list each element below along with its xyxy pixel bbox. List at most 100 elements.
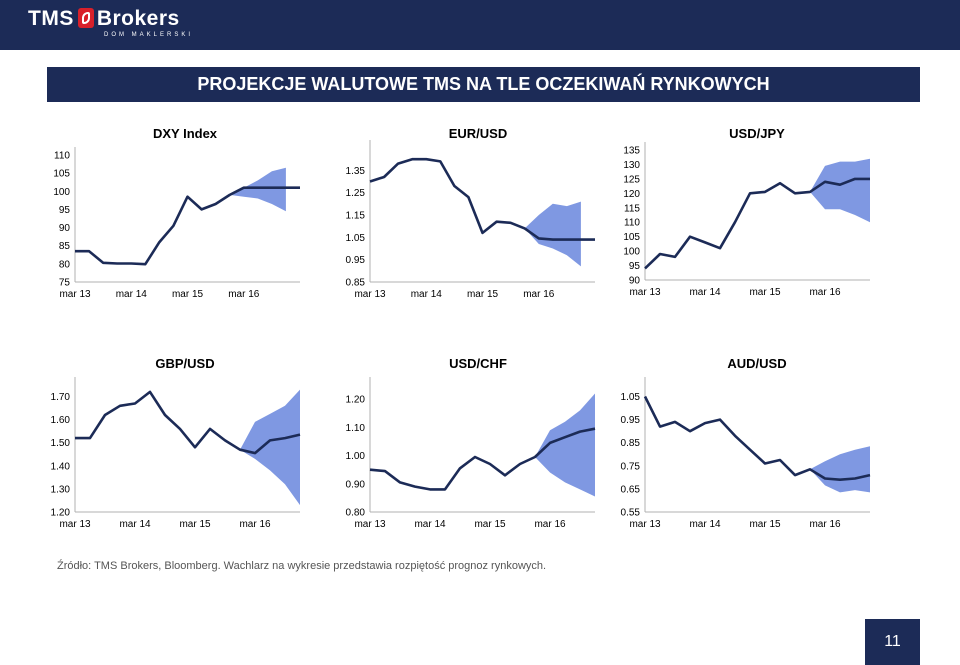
y-tick-label: 1.25 [346,188,366,199]
y-tick-label: 95 [59,205,71,216]
forecast-band [810,446,870,493]
page-number: 11 [865,619,920,665]
chart-6: AUD/USD 0.55 0.65 0.75 0.85 0.95 1.05 mar 13 mar… [621,356,871,530]
y-tick-label: 0.85 [346,278,366,289]
series-line [643,395,871,482]
chart-title: USD/CHF [449,356,507,371]
chart-4: GBP/USD 1.20 1.30 1.40 1.50 1.60 1.70 mar 13 mar… [51,356,301,530]
y-tick-label: 85 [59,241,71,252]
forecast-band [240,389,300,506]
x-tick-label: mar 13 [354,289,386,300]
y-tick-label: 105 [623,232,640,243]
y-tick-label: 1.00 [346,451,366,462]
y-tick-label: 75 [59,278,71,289]
y-tick-label: 0.95 [346,255,366,266]
x-tick-label: mar 16 [534,519,566,530]
y-tick-label: 1.15 [346,211,366,222]
x-tick-label: mar 13 [629,519,661,530]
source-footnote: Źródło: TMS Brokers, Bloomberg. Wachlarz… [57,560,547,572]
y-tick-label: 1.10 [346,423,366,434]
x-tick-label: mar 16 [809,287,841,298]
x-tick-label: mar 15 [179,519,211,530]
x-tick-label: mar 16 [239,519,271,530]
y-tick-label: 90 [629,276,641,287]
y-tick-label: 0.55 [621,508,641,519]
series-line [369,427,596,491]
x-tick-label: mar 16 [523,289,555,300]
y-tick-label: 1.70 [51,392,71,403]
y-tick-label: 0.90 [346,479,366,490]
x-tick-label: mar 14 [119,519,151,530]
tms-brokers-logo: TMS Brokers DOM MAKLERSKI [28,6,198,44]
chart-3: USD/JPY 90 95 100 105 110 115 120 125 130 135 mar 1… [623,126,870,298]
x-tick-label: mar 15 [749,519,781,530]
x-tick-label: mar 15 [749,287,781,298]
y-tick-label: 1.50 [51,438,71,449]
y-tick-label: 1.60 [51,415,71,426]
x-tick-label: mar 13 [59,519,91,530]
y-tick-label: 0.65 [621,484,641,495]
y-tick-label: 0.85 [621,438,641,449]
logo-text-brokers: Brokers [96,7,180,30]
x-tick-label: mar 13 [59,289,91,300]
y-tick-label: 110 [54,151,70,162]
y-tick-label: 115 [624,203,640,214]
logo-wordmark: TMS Brokers [28,6,180,32]
y-tick-label: 120 [623,189,640,200]
series-line [75,186,300,266]
x-tick-label: mar 14 [411,289,443,300]
y-tick-label: 1.05 [346,233,366,244]
x-tick-label: mar 16 [228,289,260,300]
x-tick-label: mar 16 [809,519,841,530]
y-tick-label: 110 [624,218,640,229]
x-tick-label: mar 14 [689,519,721,530]
page-title: PROJEKCJE WALUTOWE TMS NA TLE OCZEKIWAŃ … [47,67,920,102]
chart-5: USD/CHF 0.80 0.90 1.00 1.10 1.20 mar 13 mar 14 m… [346,356,596,530]
y-tick-label: 0.95 [621,415,641,426]
forecast-band [810,158,870,223]
series-line [644,177,870,270]
x-tick-label: mar 14 [689,287,721,298]
series-line [369,157,595,241]
x-tick-label: mar 14 [414,519,446,530]
forecast-band [524,201,581,267]
x-tick-label: mar 14 [116,289,148,300]
x-tick-label: mar 15 [172,289,204,300]
y-tick-label: 90 [59,223,71,234]
y-tick-label: 1.40 [51,461,71,472]
chart-title: EUR/USD [449,126,508,141]
logo-s-icon [77,8,94,28]
y-tick-label: 105 [53,169,70,180]
forecast-band [229,167,286,212]
y-tick-label: 1.30 [51,484,71,495]
chart-title: USD/JPY [729,126,785,141]
logo-text-tms: TMS [28,7,74,30]
chart-2: EUR/USD 0.85 0.95 1.05 1.15 1.25 1.35 mar 13 mar… [346,126,595,300]
forecast-band [535,393,595,497]
chart-1: DXY Index 75 80 85 90 95 100 105 110 mar 13 mar 14… [53,126,300,300]
series-line [75,390,301,455]
x-tick-label: mar 15 [467,289,499,300]
header-bar: TMS Brokers DOM MAKLERSKI [0,0,960,50]
x-tick-label: mar 15 [474,519,506,530]
y-tick-label: 100 [53,187,70,198]
y-tick-label: 80 [59,259,71,270]
y-tick-label: 135 [623,146,640,157]
chart-title: DXY Index [153,126,218,141]
y-tick-label: 0.80 [346,508,366,519]
y-tick-label: 1.20 [346,395,366,406]
y-tick-label: 1.35 [346,166,366,177]
chart-title: AUD/USD [727,356,786,371]
y-tick-label: 95 [629,261,641,272]
y-tick-label: 1.05 [621,392,641,403]
y-tick-label: 100 [623,247,640,258]
x-tick-label: mar 13 [629,287,661,298]
y-tick-label: 125 [623,174,640,185]
x-tick-label: mar 13 [354,519,386,530]
y-tick-label: 1.20 [51,508,71,519]
y-tick-label: 0.75 [621,461,641,472]
logo-subtext: DOM MAKLERSKI [104,32,194,38]
y-tick-label: 130 [623,160,640,171]
chart-title: GBP/USD [155,356,214,371]
